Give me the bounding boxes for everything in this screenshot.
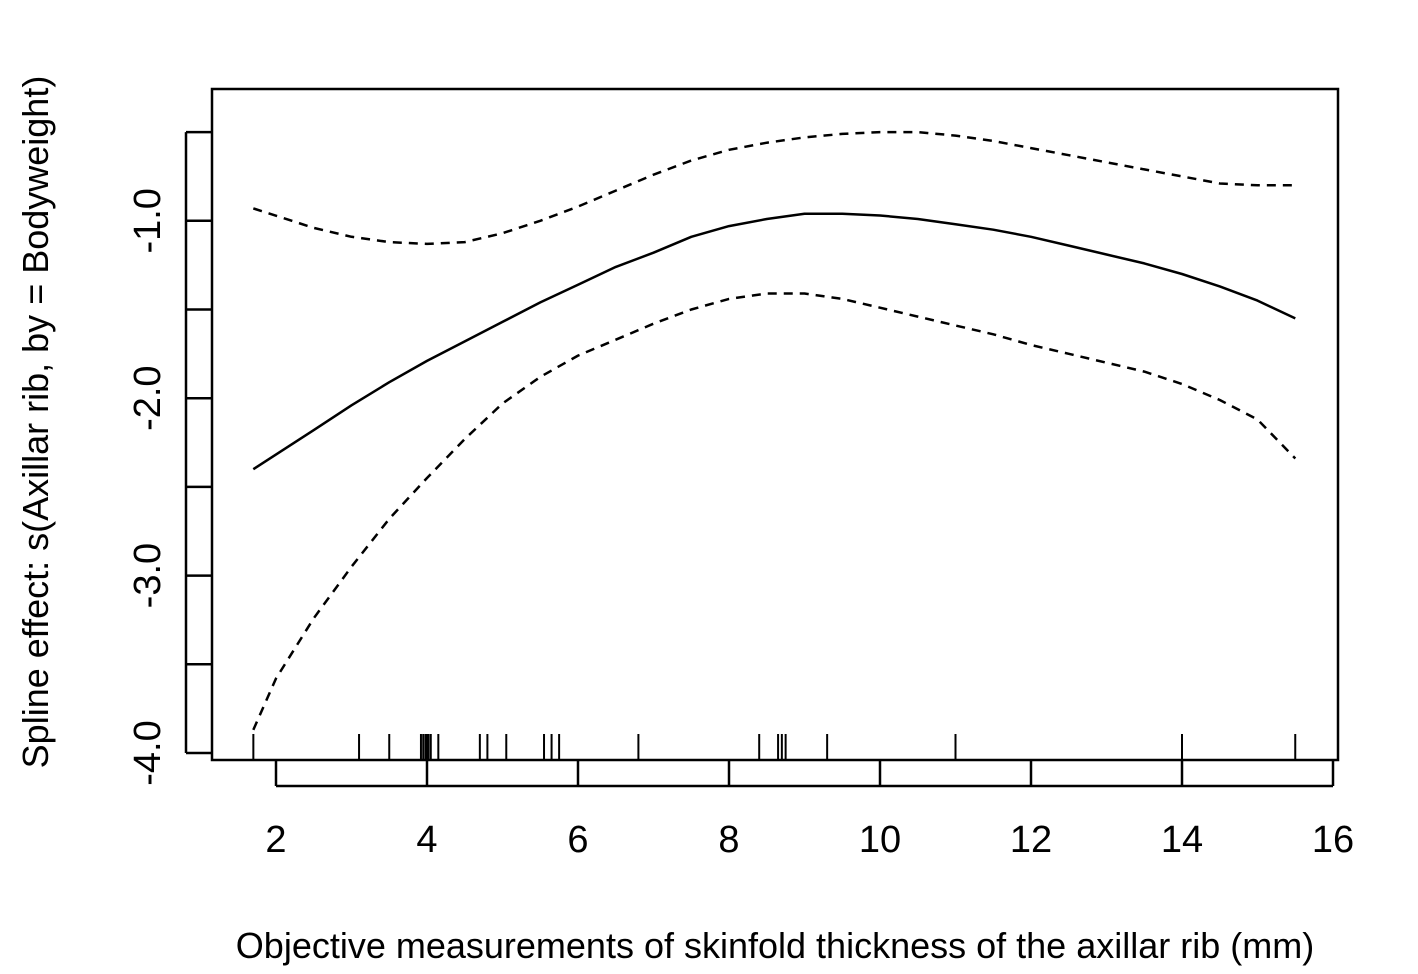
y-axis-title: Spline effect: s(Axillar rib, by = Bodyw… [15,76,56,769]
x-axis: 2 4 6 8 10 12 14 16 [265,760,1354,861]
y-tick-label: -3.0 [127,543,169,608]
y-tick-label: -1.0 [127,188,169,253]
x-axis-title: Objective measurements of skinfold thick… [236,925,1314,966]
series-layer [252,130,1297,731]
x-tick-label: 6 [567,819,588,861]
x-tick-label: 2 [265,819,286,861]
rug-layer [252,734,1297,760]
spline-fit-line [252,212,1296,471]
y-tick-label: -4.0 [127,720,169,785]
plot-frame [210,87,1340,762]
y-tick-label: -2.0 [127,365,169,430]
x-tick-label: 8 [718,819,739,861]
y-axis: -1.0 -2.0 -3.0 -4.0 [127,130,212,786]
upper-confidence-band [252,130,1296,246]
x-tick-label: 16 [1312,819,1354,861]
x-tick-label: 12 [1010,819,1052,861]
x-tick-label: 4 [416,819,437,861]
x-tick-label: 10 [859,819,901,861]
lower-confidence-band [252,292,1297,731]
x-tick-label: 14 [1161,819,1203,861]
